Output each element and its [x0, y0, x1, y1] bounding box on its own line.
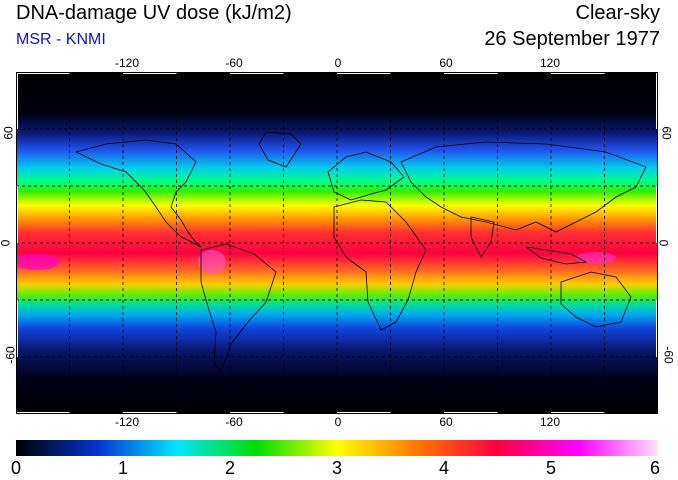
lat-label-right: 60	[659, 126, 674, 140]
lon-label-top: -120	[114, 56, 140, 70]
sky-condition: Clear-sky	[575, 2, 660, 24]
uv-hotspot	[198, 250, 226, 274]
lon-label-top: 60	[439, 56, 453, 70]
colorbar-tick: 0	[10, 458, 22, 478]
lon-label-bottom: 0	[334, 415, 342, 429]
colorbar-tick: 4	[438, 458, 450, 478]
lat-label-left: 60	[1, 126, 16, 140]
graticule	[16, 72, 658, 414]
coastlines	[16, 131, 658, 408]
map-title: DNA-damage UV dose (kJ/m2)	[16, 2, 292, 24]
colorbar-tick: 6	[649, 458, 661, 478]
colorbar-tick: 2	[224, 458, 236, 478]
colorbar-tick: 1	[117, 458, 129, 478]
map-outline	[16, 72, 658, 414]
lat-label-left: 0	[0, 240, 12, 247]
colorbar	[16, 440, 658, 456]
colorbar-tick: 3	[331, 458, 343, 478]
colorbar-scale	[16, 440, 658, 456]
colorbar-tick: 5	[545, 458, 557, 478]
uv-dose-map	[16, 72, 658, 414]
uv-hotspot	[576, 252, 616, 264]
uv-hotspot	[16, 254, 60, 270]
lon-label-bottom: 120	[539, 415, 561, 429]
map-date: 26 September 1977	[484, 28, 660, 50]
lon-label-top: 120	[539, 56, 561, 70]
lon-label-bottom: -60	[225, 415, 243, 429]
lon-label-bottom: 60	[439, 415, 453, 429]
lon-label-top: 0	[334, 56, 342, 70]
lon-label-top: -60	[225, 56, 243, 70]
lon-label-bottom: -120	[114, 415, 140, 429]
lat-label-right: -60	[661, 346, 676, 364]
map-source: MSR - KNMI	[16, 31, 106, 48]
lat-label-right: 0	[656, 239, 671, 247]
